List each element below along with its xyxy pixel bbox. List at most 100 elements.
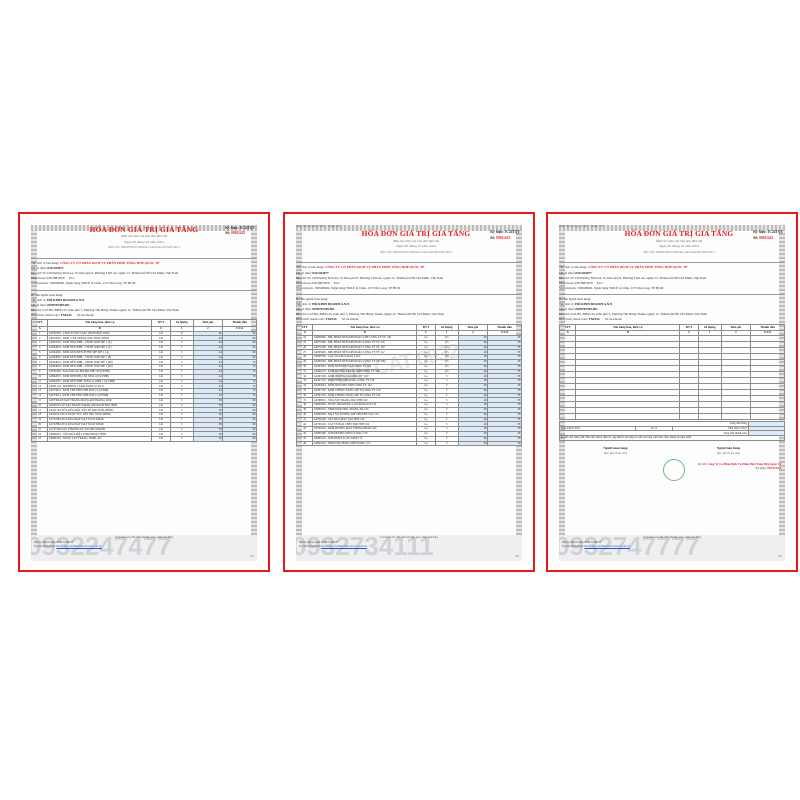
- table-row[interactable]: 19 G2747982-SỮA RỬA MẶT DẠT XUẤT KHẨU Cá…: [31, 416, 257, 423]
- seller-tax-line: Mã số thuế: 0311453077: [31, 266, 64, 271]
- seller-tax-line: Mã số thuế: 0311453077: [559, 270, 592, 275]
- table-row[interactable]: 38 G0600300 - NƯỚC HOA HỒNG CÂN BẰNG DA …: [296, 402, 522, 408]
- cell-stt: 46: [296, 440, 314, 447]
- col-letter-4: 2: [192, 325, 224, 332]
- continuation-label: Tiếp theo trang trước - trang 2/3: [296, 225, 341, 228]
- cell-price: 40: [457, 440, 489, 447]
- invoice-body: Tiếp theo trang trước - trang 3/3 HÓA ĐƠ…: [559, 225, 785, 559]
- seller-signature-title: Người bán hàng: [716, 445, 741, 450]
- cqt-code: MÃ CQT: 00845F38A715693b6C1A4A2A4C92C646…: [643, 249, 715, 254]
- invoice-card-1[interactable]: HÓA ĐƠN GIÁ TRỊ GIA TĂNG (Bản thể hiện c…: [18, 212, 270, 572]
- cqt-code: MÃ CQT: 00845F38A715693b6C1A4A2A4C92C646…: [108, 245, 180, 250]
- continuation-label: Tiếp theo trang trước - trang 3/3: [559, 225, 604, 228]
- footer-lookup-site: Tra cứu tại Website: https://vnpt-thaibi…: [34, 545, 102, 549]
- invoice-footer: 0932734111 (Cần kiểm tra, đối chiếu khi …: [296, 535, 522, 561]
- buyer-block-label: Họ tên người mua hàng:: [559, 296, 592, 301]
- footer-lookup-code: Mã tra cứu hóa đơn: HDD17.7M-IN: [34, 541, 74, 544]
- cell-name: G0906103 - NƯỚC TẨY TRANG 100ML 4X: [47, 436, 153, 442]
- seller-name-line: Tên đơn vị bán hàng: CÔNG TY CỔ PHẦN DỊC…: [296, 265, 425, 270]
- symbol-line: Ký hiệu: 1C24TQT: [490, 230, 520, 235]
- buyer-signature-block: Người mua hàng (Ký, ghi rõ họ, tên): [559, 446, 672, 455]
- cell-stt: 23: [31, 436, 49, 442]
- cell-qty: 5: [169, 436, 194, 442]
- footer-lookup-text: Mã tra cứu hóa đơn: HDD17.7M-IN Tra cứu …: [299, 541, 367, 549]
- seller-phone-line: Điện thoại: 028.388.9979 Fax:: [31, 276, 75, 281]
- seller-address-line: Địa chỉ: Số 130 Đường Thới An 13, Khu ph…: [296, 275, 444, 280]
- footer-watermark-digits: 0932247477: [31, 535, 172, 561]
- buyer-name-line: Tên đơn vị: HỘ KINH DOANH A.N.N: [296, 302, 350, 307]
- items-table: STT Tên hàng hóa, dịch vụ ĐVT Số lượng Đ…: [559, 323, 785, 420]
- lookup-link[interactable]: https://vnpt-thaibinh.vnpt-invoice.com.v…: [321, 545, 367, 549]
- symbol-line: Ký hiệu: 1C24TQT: [225, 226, 255, 230]
- lookup-link[interactable]: https://vnpt-thaibinh.vnpt-invoice.com.v…: [56, 545, 102, 549]
- seller-address-line: Địa chỉ: Số 130 Đường Thới An 13, Khu ph…: [31, 271, 179, 276]
- table-row-empty: [559, 412, 785, 420]
- buyer-tax-line: Mã số thuế: 0039795399.001: [296, 307, 335, 312]
- invoice-sheet: Tiếp theo trang trước - trang 3/3 HÓA ĐƠ…: [551, 217, 793, 567]
- items-body: 1 G0792304 - CHAI ST NO.3 XÁC (INOX BỌC …: [31, 330, 257, 442]
- divider: [296, 262, 522, 264]
- seller-signature-sub: (Ký, ghi rõ họ, tên): [717, 450, 740, 455]
- title-subtitle: (Bản thể hiện của hóa đơn điện tử): [655, 238, 703, 243]
- seller-phone-line: Điện thoại: 028.388.9979 Fax:: [559, 280, 603, 285]
- table-letter-row: A B C 1 2 3=1x2: [296, 330, 522, 336]
- footer-lookup-text: Mã tra cứu hóa đơn: HDD17.7M-IN Tra cứu …: [34, 541, 102, 549]
- page-number: 2/3: [515, 554, 519, 558]
- table-row[interactable]: 28 G0000700 - LỌC SỮA RỬA ĐAN LỌ N Lọ 9,…: [296, 354, 522, 360]
- cqt-code: MÃ CQT: 00845F38A715693b6C1A4A2A4C92C646…: [380, 249, 452, 254]
- amount-words-row: Số tiền viết bằng chữ: Hóa đơn đã ký điệ…: [559, 435, 785, 441]
- buyer-tax-line: Mã số thuế: 0039795399.001: [559, 307, 598, 312]
- cell-amount: 60: [222, 436, 257, 442]
- table-row[interactable]: 20 G2747982-SỮA RỬA MẶT DẠT XUẤT KHẨU Cá…: [31, 421, 257, 428]
- cell-amount: 58: [487, 440, 522, 447]
- items-body: 24 G0000900 - MB, PHẤN NÊN KIỀM DẦU CHE …: [296, 334, 522, 447]
- invoice-date: Ngày 09 tháng 10 năm 2024: [124, 239, 164, 244]
- divider-2: [31, 289, 257, 291]
- lookup-link[interactable]: https://vnpt-thaibinh.vnpt-invoice.com.v…: [584, 545, 630, 549]
- page-title: HÓA ĐƠN GIÁ TRỊ GIA TĂNG: [624, 229, 734, 239]
- title-subtitle: (Bản thể hiện của hóa đơn điện tử): [120, 234, 168, 239]
- page-number: 1/3: [250, 554, 254, 558]
- stamp-ring-icon: [662, 458, 685, 481]
- payment-line: Hình thức thanh toán: TM/CK Số tài khoản…: [559, 317, 623, 322]
- col-letter-4: 2: [457, 330, 489, 336]
- footer-lookup-site: Tra cứu tại Website: https://vnpt-thaibi…: [299, 545, 367, 549]
- table-header-row: STT Tên hàng hóa, dịch vụ ĐVT Số lượng Đ…: [296, 323, 522, 332]
- page-title: HÓA ĐƠN GIÁ TRỊ GIA TĂNG: [361, 229, 471, 239]
- col-letter-1: B: [312, 330, 418, 336]
- digital-signature-stamp: Ký bởi: Công Ty Cổ Phần Dịch Vụ Phân Phố…: [559, 458, 785, 481]
- invoice-header: HÓA ĐƠN GIÁ TRỊ GIA TĂNG (Bản thể hiện c…: [296, 229, 522, 259]
- cell-name: G0800120 - PHẤN MÁ HỒNG MỊN MÀNG 174: [312, 440, 418, 447]
- col-letter-0: A: [296, 330, 314, 336]
- invoice-symbol-number: Ký hiệu: 1C24TQT Số: 00011422: [490, 230, 520, 241]
- buyer-name-line: Tên đơn vị: HỘ KINH DOANH A.N.N: [559, 302, 613, 307]
- amount-words: Số tiền viết bằng chữ: Hóa đơn đã ký điệ…: [559, 435, 785, 441]
- invoice-body: Tiếp theo trang trước - trang 2/3 HÓA ĐƠ…: [296, 225, 522, 559]
- cell-qty: 5: [434, 440, 459, 447]
- invoice-date: Ngày 09 tháng 10 năm 2024: [659, 244, 699, 249]
- invoice-sheet: HÓA ĐƠN GIÁ TRỊ GIA TĂNG (Bản thể hiện c…: [23, 217, 265, 567]
- signature-area: Người mua hàng (Ký, ghi rõ họ, tên) Ngườ…: [559, 446, 785, 455]
- symbol-line: Ký hiệu: 1C24TQT: [753, 230, 783, 235]
- footer-lookup-code: Mã tra cứu hóa đơn: HDD17.7M-IN: [562, 541, 602, 544]
- items-table: STT Tên hàng hóa, dịch vụ ĐVT Số lượng Đ…: [296, 323, 522, 447]
- cell-unit: Cái: [151, 436, 171, 442]
- invoice-symbol-number: Ký hiệu: 1C24TQT Số: 00011422: [225, 226, 255, 237]
- invoice-header: HÓA ĐƠN GIÁ TRỊ GIA TĂNG (Bản thể hiện c…: [31, 225, 257, 255]
- table-row[interactable]: 23 G0906103 - NƯỚC TẨY TRANG 100ML 4X Cá…: [31, 436, 257, 442]
- invoice-card-2[interactable]: ANH CAT 0932247 Tiếp theo trang trước - …: [283, 212, 535, 572]
- table-letter-row: A B C 1 2 3=1x2: [31, 325, 257, 332]
- buyer-signature-title: Người mua hàng: [603, 445, 628, 450]
- number-line: Số: 00011422: [753, 235, 774, 240]
- footer-watermark-digits: 0932734111: [296, 535, 434, 561]
- col-letter-1: B: [47, 325, 153, 332]
- buyer-tax-line: Mã số thuế: 0039795399.001: [31, 302, 70, 307]
- footer-lookup-code: Mã tra cứu hóa đơn: HDD17.7M-IN: [299, 541, 339, 544]
- table-row[interactable]: 46 G0800120 - PHẤN MÁ HỒNG MỊN MÀNG 174 …: [296, 440, 522, 447]
- invoice-card-3[interactable]: Tiếp theo trang trước - trang 3/3 HÓA ĐƠ…: [546, 212, 798, 572]
- divider-2: [559, 293, 785, 295]
- seller-bank-line: Số tài khoản: 156948949- Ngân hàng TMCP …: [296, 285, 401, 290]
- table-row[interactable]: 8 G2904018 - KEM NÊN JNBL - FITNE WAP SP…: [31, 364, 257, 370]
- footer-watermark-digits: 0932747777: [559, 535, 700, 561]
- title-subtitle: (Bản thể hiện của hóa đơn điện tử): [392, 238, 440, 243]
